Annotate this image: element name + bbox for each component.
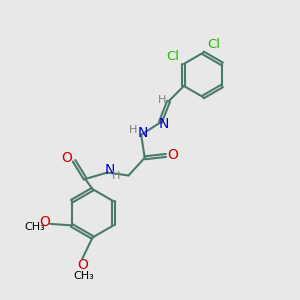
Text: O: O bbox=[167, 148, 178, 162]
Text: CH₃: CH₃ bbox=[24, 222, 45, 232]
Text: Cl: Cl bbox=[207, 38, 220, 51]
Text: N: N bbox=[159, 117, 169, 131]
Text: O: O bbox=[77, 258, 88, 272]
Text: H: H bbox=[158, 95, 166, 105]
Text: O: O bbox=[39, 215, 50, 229]
Text: N: N bbox=[137, 126, 148, 140]
Text: CH₃: CH₃ bbox=[74, 271, 94, 281]
Text: H: H bbox=[112, 171, 120, 181]
Text: O: O bbox=[61, 151, 72, 165]
Text: Cl: Cl bbox=[166, 50, 179, 63]
Text: N: N bbox=[104, 164, 115, 178]
Text: H: H bbox=[129, 125, 137, 135]
